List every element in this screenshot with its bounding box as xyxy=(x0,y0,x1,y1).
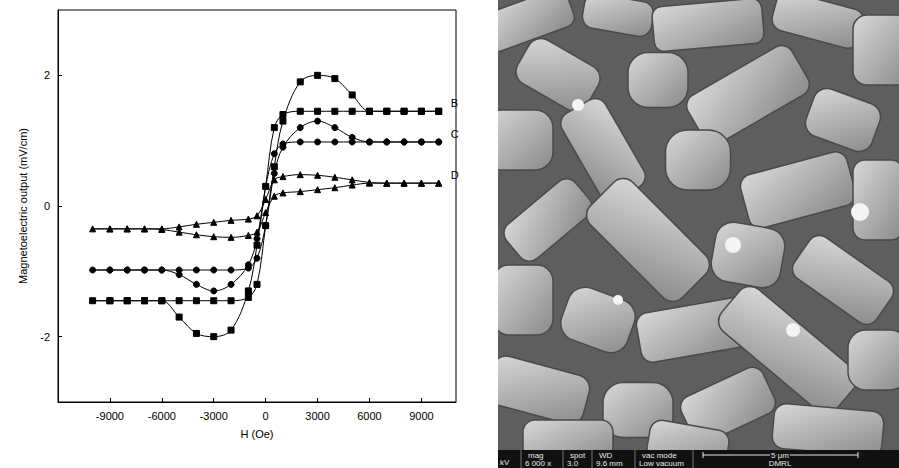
svg-text:mag: mag xyxy=(528,451,544,460)
svg-text:H (Oe): H (Oe) xyxy=(241,428,274,440)
svg-text:-2: -2 xyxy=(40,331,50,343)
svg-text:9.6 mm: 9.6 mm xyxy=(596,459,623,468)
svg-text:2: 2 xyxy=(44,69,50,81)
svg-text:0: 0 xyxy=(263,410,269,422)
svg-text:kV: kV xyxy=(500,458,510,467)
svg-text:5 μm: 5 μm xyxy=(771,451,789,460)
svg-text:B: B xyxy=(451,97,458,109)
svg-text:9000: 9000 xyxy=(409,410,433,422)
svg-text:3000: 3000 xyxy=(305,410,329,422)
svg-text:-6000: -6000 xyxy=(148,410,176,422)
svg-text:D: D xyxy=(451,169,459,181)
svg-text:-3000: -3000 xyxy=(200,410,228,422)
svg-text:3.0: 3.0 xyxy=(567,459,579,468)
svg-text:WD: WD xyxy=(599,451,613,460)
svg-text:C: C xyxy=(451,128,459,140)
svg-text:DMRL: DMRL xyxy=(769,459,792,468)
svg-text:vac mode: vac mode xyxy=(642,451,677,460)
svg-text:Low vacuum: Low vacuum xyxy=(639,459,684,468)
svg-text:spot: spot xyxy=(570,451,586,460)
svg-text:6 000 x: 6 000 x xyxy=(525,459,551,468)
svg-text:-9000: -9000 xyxy=(96,410,124,422)
svg-text:0: 0 xyxy=(44,200,50,212)
svg-text:6000: 6000 xyxy=(357,410,381,422)
svg-text:Magnetoelectric output (mV/cm): Magnetoelectric output (mV/cm) xyxy=(17,128,29,284)
